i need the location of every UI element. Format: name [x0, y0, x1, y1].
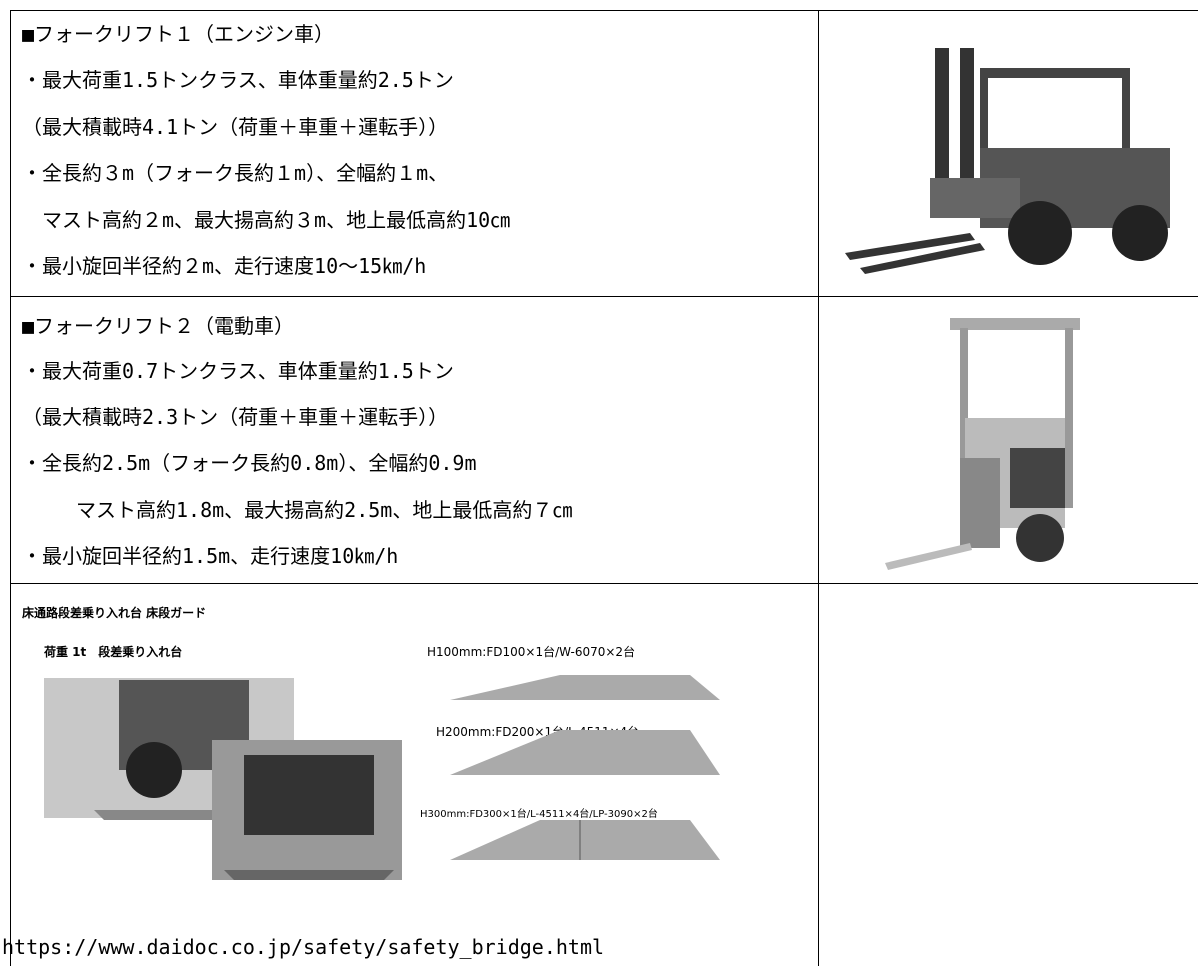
spec-line: （最大積載時2.3トン（荷重＋車重＋運転手））	[22, 405, 449, 429]
border	[10, 10, 1198, 11]
spec-line: マスト高約1.8m、最大揚高約2.5m、地上最低高約７㎝	[76, 498, 573, 522]
ramp-drawings	[450, 675, 720, 860]
border	[10, 583, 1198, 584]
spec-line: ・全長約３m（フォーク長約１m）、全幅約１m、	[22, 161, 449, 185]
spec-line: （最大積載時4.1トン（荷重＋車重＋運転手））	[22, 115, 449, 139]
ramp-label: H300mm:FD300×1台/L-4511×4台/LP-3090×2台	[420, 809, 658, 820]
spec-line: ・最大荷重0.7トンクラス、車体重量約1.5トン	[22, 359, 454, 383]
spec-line: マスト高約２m、最大揚高約３m、地上最低高約10㎝	[42, 208, 511, 232]
spec-line: ・全長約2.5m（フォーク長約0.8m）、全幅約0.9m	[22, 451, 477, 475]
spec-line: ■フォークリフト２（電動車）	[22, 314, 295, 338]
figure-caption: 荷重 1t 段差乗り入れ台	[44, 645, 183, 659]
figure-title: 床通路段差乗り入れ台 床段ガード	[22, 606, 207, 620]
border	[818, 10, 819, 966]
source-url: https://www.daidoc.co.jp/safety/safety_b…	[2, 935, 605, 959]
border	[10, 296, 1198, 297]
forklift-electric-image	[885, 318, 1080, 570]
spec-line: ■フォークリフト１（エンジン車）	[22, 22, 335, 46]
forklift-engine-image	[845, 48, 1170, 274]
border	[10, 10, 11, 966]
ramp-photo	[44, 678, 402, 880]
spec-line: ・最大荷重1.5トンクラス、車体重量約2.5トン	[22, 68, 454, 92]
spec-line: ・最小旋回半径約1.5m、走行速度10㎞/h	[22, 544, 399, 568]
ramp-label: H100mm:FD100×1台/W-6070×2台	[427, 645, 636, 659]
spec-line: ・最小旋回半径約２m、走行速度10～15㎞/h	[22, 254, 427, 278]
